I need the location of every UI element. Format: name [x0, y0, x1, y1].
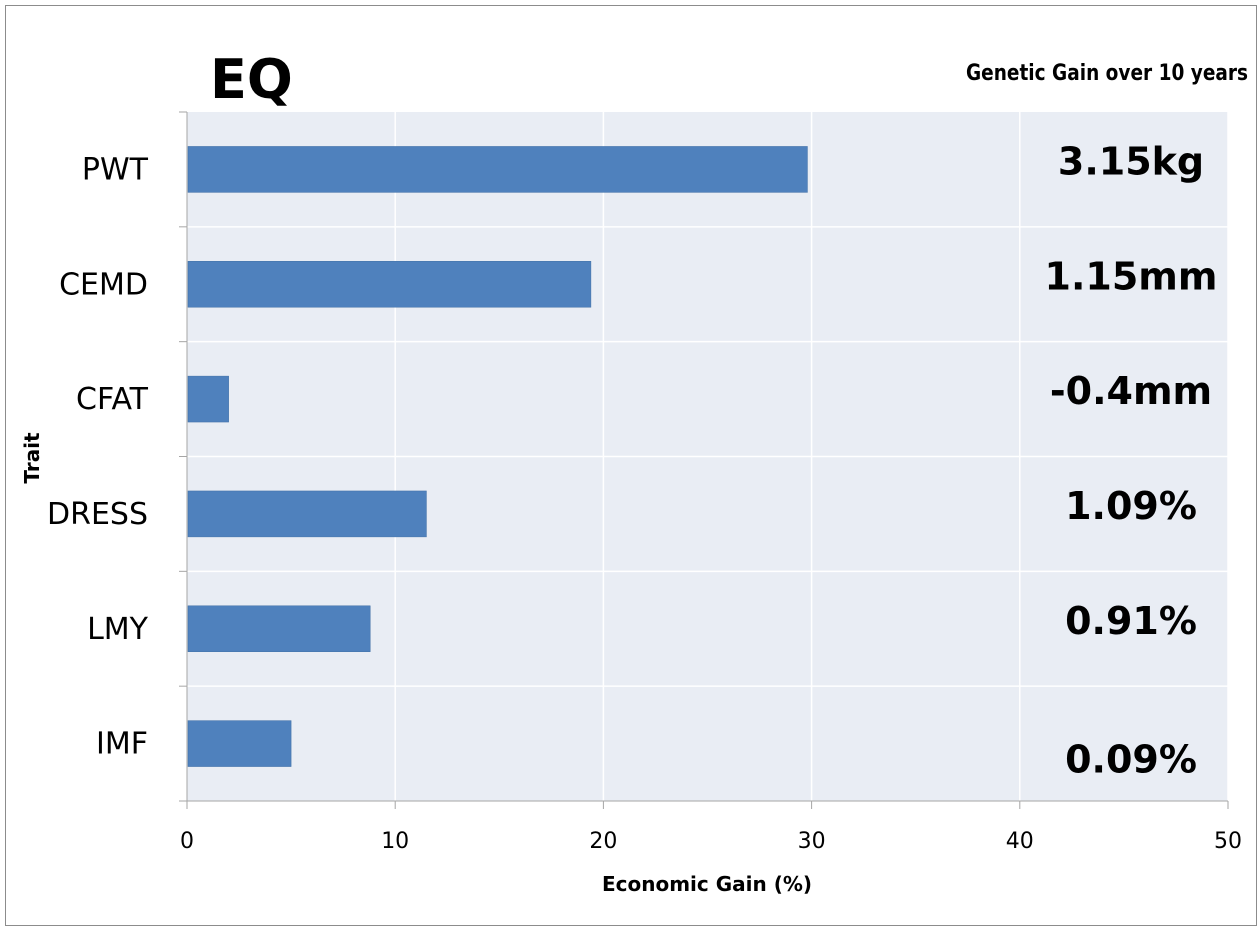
genetic-gain-label: 0.91% [1065, 599, 1197, 643]
genetic-gain-label: 1.15mm [1045, 254, 1218, 298]
genetic-gain-label: -0.4mm [1050, 369, 1212, 413]
x-tick-label: 0 [180, 829, 194, 854]
x-tick-label: 40 [1006, 829, 1034, 854]
bar-pwt [187, 146, 808, 193]
category-label: CEMD [59, 267, 148, 302]
category-label: LMY [87, 612, 149, 647]
x-tick-label: 10 [381, 829, 409, 854]
y-axis-title: Trait [20, 432, 44, 484]
genetic-gain-label: 0.09% [1065, 738, 1197, 782]
labels: 0 10 20 30 40 50 PWT 3.15kg CEMD 1.15mm CFAT -0.4mm… [47, 139, 1242, 854]
bar-cfat [187, 375, 229, 423]
x-tick-label: 20 [589, 829, 617, 854]
genetic-gain-label: 3.15kg [1058, 139, 1204, 183]
bar-lmy [187, 605, 371, 652]
chart-title: EQ [210, 48, 293, 111]
bar-dress [187, 490, 427, 538]
category-label: PWT [82, 152, 149, 187]
genetic-gain-label: 1.09% [1065, 484, 1197, 528]
chart-subtitle: Genetic Gain over 10 years [966, 61, 1248, 86]
category-label: DRESS [47, 497, 148, 532]
bar-imf [187, 720, 292, 767]
bar-cemd [187, 261, 592, 308]
x-axis-title: Economic Gain (%) [602, 872, 812, 896]
bars [187, 146, 808, 767]
chart-frame [5, 5, 1257, 926]
x-tick-label: 50 [1214, 829, 1242, 854]
x-tick-label: 30 [798, 829, 826, 854]
category-label: IMF [96, 727, 148, 762]
grid-lines [187, 112, 1229, 801]
axes [179, 111, 1229, 809]
category-label: CFAT [76, 382, 149, 417]
